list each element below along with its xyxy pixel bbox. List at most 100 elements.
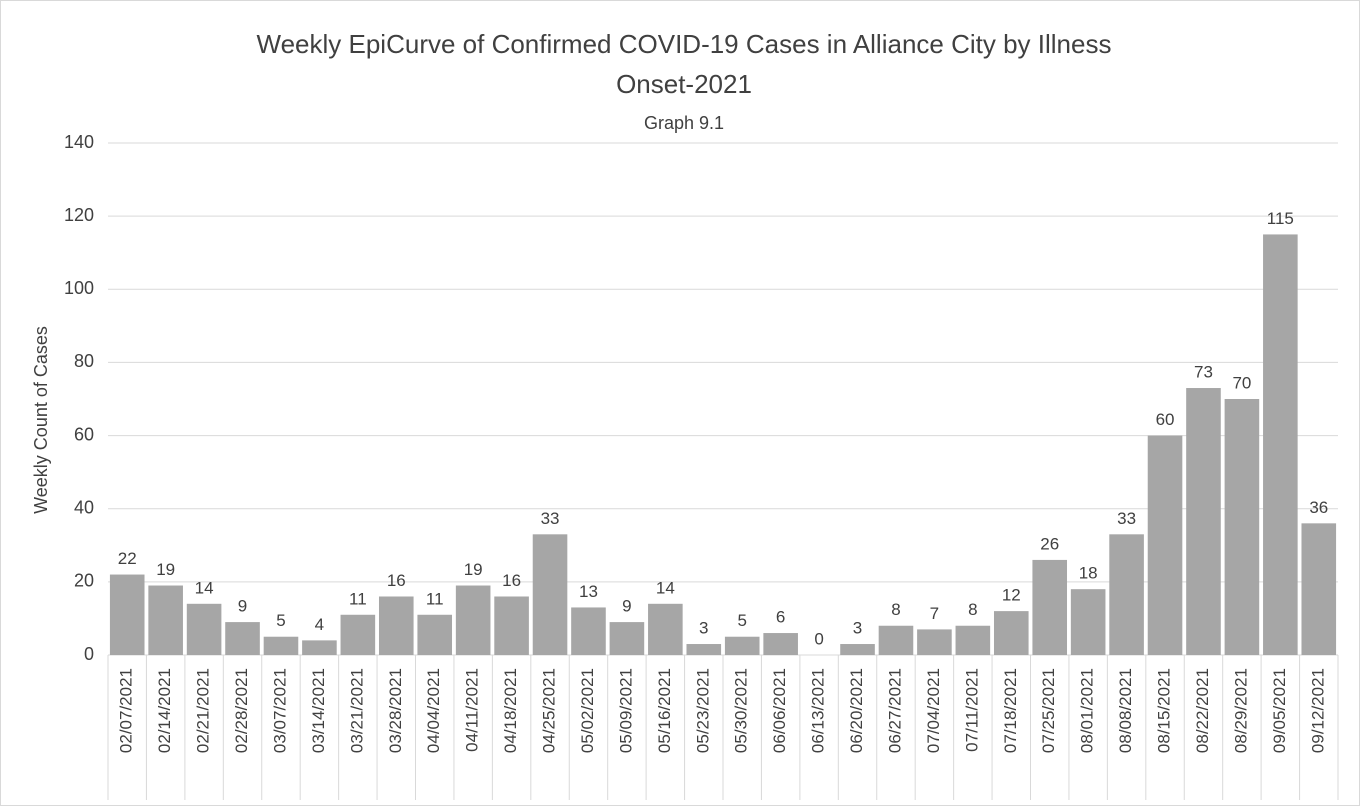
y-tick-label: 0	[84, 644, 94, 664]
x-tick-label: 09/12/2021	[1308, 668, 1327, 753]
data-label: 11	[426, 589, 444, 608]
bar	[109, 574, 145, 655]
data-label: 6	[776, 608, 785, 627]
bar	[263, 636, 299, 655]
x-tick-label: 07/18/2021	[1001, 668, 1020, 753]
data-label: 9	[622, 597, 631, 616]
bar	[609, 622, 645, 655]
bar	[917, 629, 952, 655]
bar	[1263, 234, 1298, 655]
data-label: 11	[349, 589, 367, 608]
bar	[378, 596, 414, 655]
x-tick-label: 02/07/2021	[117, 668, 136, 753]
data-label: 33	[1117, 509, 1136, 528]
y-tick-label: 60	[74, 424, 94, 444]
data-label: 8	[968, 600, 977, 619]
bar	[724, 636, 760, 655]
x-tick-label: 03/28/2021	[386, 668, 405, 753]
x-tick-label: 05/23/2021	[693, 668, 712, 753]
bar	[1147, 435, 1183, 655]
bar	[686, 644, 722, 655]
bar	[455, 585, 491, 655]
data-label: 14	[656, 578, 675, 597]
bar	[840, 644, 875, 655]
y-tick-label: 80	[74, 351, 94, 371]
data-label: 115	[1267, 209, 1294, 228]
bar	[417, 614, 453, 655]
x-tick-label: 08/22/2021	[1193, 668, 1212, 753]
bar	[571, 607, 606, 655]
x-tick-label: 06/13/2021	[809, 668, 828, 753]
bar	[532, 534, 568, 655]
x-tick-label: 05/16/2021	[655, 668, 674, 753]
data-label: 14	[195, 578, 214, 597]
x-tick-label: 09/05/2021	[1270, 668, 1289, 753]
data-label: 19	[156, 560, 175, 579]
bar	[1224, 399, 1260, 655]
data-label: 73	[1194, 363, 1213, 382]
y-tick-label: 140	[64, 132, 94, 152]
bar	[878, 625, 914, 655]
data-label: 33	[541, 509, 560, 528]
data-label: 8	[891, 600, 900, 619]
data-label: 7	[930, 604, 939, 623]
data-label: 13	[579, 582, 598, 601]
data-label: 26	[1040, 534, 1059, 553]
bar	[340, 614, 376, 655]
x-tick-label: 05/30/2021	[732, 668, 751, 753]
bar	[955, 625, 991, 655]
data-label: 18	[1079, 564, 1098, 583]
x-tick-label: 08/15/2021	[1155, 668, 1174, 753]
data-label: 3	[853, 619, 862, 638]
data-label: 36	[1309, 498, 1328, 517]
x-tick-label: 08/08/2021	[1116, 668, 1135, 753]
data-label: 3	[699, 619, 708, 638]
data-label: 5	[276, 611, 285, 630]
x-tick-label: 02/28/2021	[232, 668, 251, 753]
data-label: 19	[464, 560, 483, 579]
x-tick-label: 07/25/2021	[1039, 668, 1058, 753]
y-tick-label: 100	[64, 278, 94, 298]
data-label: 4	[315, 615, 324, 634]
bar	[494, 596, 529, 655]
x-tick-label: 03/14/2021	[309, 668, 328, 753]
bar	[1301, 523, 1337, 655]
x-tick-label: 03/21/2021	[347, 668, 366, 753]
x-tick-label: 08/29/2021	[1231, 668, 1250, 753]
x-tick-label: 04/11/2021	[463, 668, 482, 752]
x-tick-label: 02/21/2021	[194, 668, 213, 753]
bar	[148, 585, 183, 655]
data-label: 0	[814, 629, 823, 648]
chart-title: Onset-2021	[616, 69, 752, 99]
data-label: 9	[238, 597, 247, 616]
chart-subtitle: Graph 9.1	[644, 113, 724, 133]
x-tick-label: 04/18/2021	[501, 668, 520, 753]
bar	[763, 633, 798, 655]
bar	[1032, 559, 1068, 655]
bar	[186, 603, 222, 655]
bar	[993, 611, 1029, 655]
x-tick-label: 06/27/2021	[885, 668, 904, 753]
y-tick-label: 20	[74, 571, 94, 591]
data-label: 16	[387, 571, 406, 590]
data-label: 60	[1156, 410, 1175, 429]
data-label: 12	[1002, 586, 1021, 605]
bar	[648, 603, 683, 655]
data-label: 22	[118, 549, 137, 568]
x-tick-label: 08/01/2021	[1078, 668, 1097, 753]
data-label: 70	[1232, 373, 1251, 392]
x-tick-label: 05/02/2021	[578, 668, 597, 753]
x-tick-label: 04/04/2021	[424, 668, 443, 753]
x-tick-label: 05/09/2021	[616, 668, 635, 753]
y-tick-label: 40	[74, 497, 94, 517]
x-tick-label: 02/14/2021	[155, 668, 174, 753]
x-tick-label: 07/04/2021	[924, 668, 943, 753]
data-label: 16	[502, 571, 521, 590]
bar	[225, 622, 260, 655]
bar	[1109, 534, 1144, 655]
x-tick-label: 04/25/2021	[540, 668, 559, 753]
x-tick-label: 03/07/2021	[270, 668, 289, 753]
